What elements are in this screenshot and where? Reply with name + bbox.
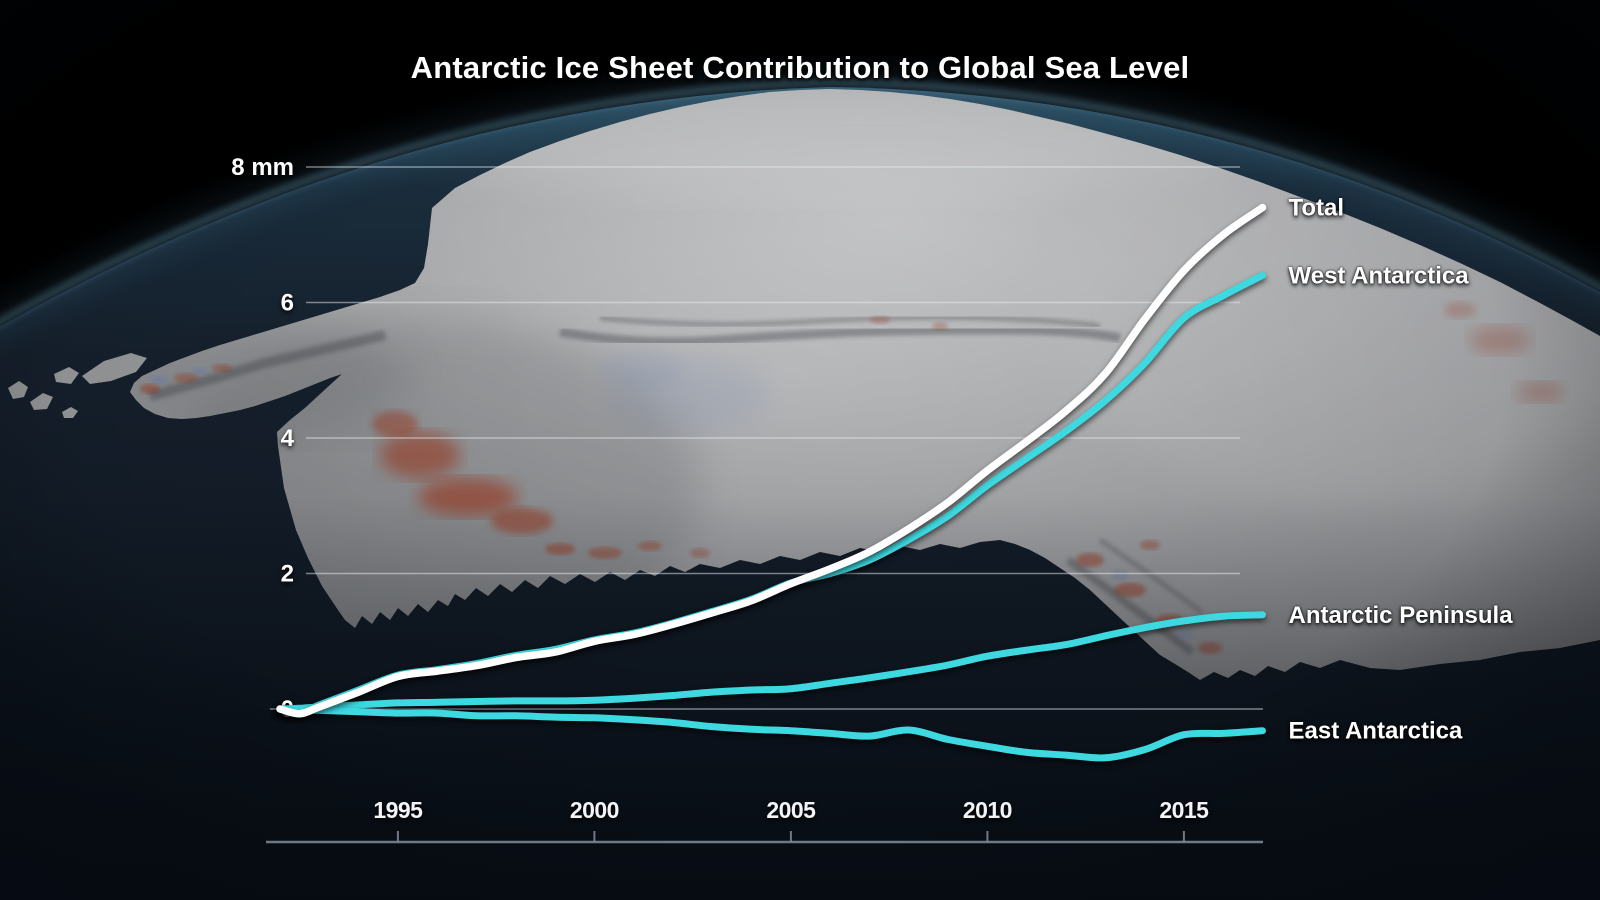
ytick-label-2: 2 [281,561,294,588]
legend-total: Total [1289,195,1345,222]
legend-west-antarctica: West Antarctica [1289,262,1470,289]
series-line-total [276,203,1267,718]
xtick-label-2015: 2015 [1159,797,1209,823]
ytick-label-6: 6 [281,290,294,317]
xtick-label-2005: 2005 [766,797,816,823]
xtick-label-2010: 2010 [963,797,1012,823]
legend-east-antarctica: East Antarctica [1289,718,1464,745]
xtick-label-2000: 2000 [570,797,619,823]
ytick-label-4: 4 [281,425,295,452]
series-line-east-antarctica [276,705,1266,762]
series-line-west-antarctica [276,271,1266,716]
legend-antarctic-peninsula: Antarctic Peninsula [1289,602,1514,629]
xtick-label-1995: 1995 [373,797,423,823]
ytick-label-8: 8 mm [231,154,294,181]
page-title: Antarctic Ice Sheet Contribution to Glob… [410,50,1190,85]
series-line-antarctic-peninsula [276,611,1266,713]
